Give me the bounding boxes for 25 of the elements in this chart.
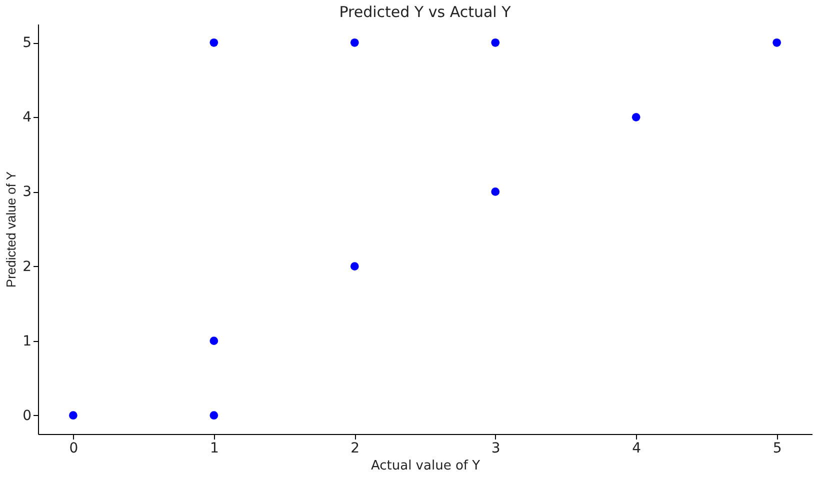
- y-tick-label: 1: [22, 333, 32, 350]
- point: [632, 113, 640, 122]
- x-tick-label: 2: [350, 440, 360, 456]
- y-tick-label: 2: [22, 258, 32, 275]
- y-tick-label: 3: [22, 184, 32, 200]
- x-tick-label: 4: [632, 440, 642, 456]
- point: [350, 262, 359, 270]
- chart-title: Predicted Y vs Actual Y: [339, 3, 512, 21]
- y-axis-title: Predicted value of Y: [4, 171, 19, 288]
- y-tick-label: 0: [22, 408, 32, 424]
- x-tick-label: 1: [210, 440, 219, 456]
- x-tick-label: 0: [69, 440, 78, 456]
- point: [210, 38, 218, 47]
- x-axis-title: Actual value of Y: [370, 458, 480, 474]
- point: [210, 411, 218, 420]
- x-tick-label: 5: [772, 440, 782, 456]
- point: [491, 38, 500, 47]
- point: [210, 336, 218, 345]
- point: [69, 411, 78, 420]
- point: [491, 188, 500, 196]
- x-tick-label: 3: [491, 440, 500, 456]
- y-tick-label: 5: [22, 35, 32, 52]
- point: [350, 38, 359, 47]
- point: [772, 38, 781, 47]
- y-tick-label: 4: [22, 110, 32, 126]
